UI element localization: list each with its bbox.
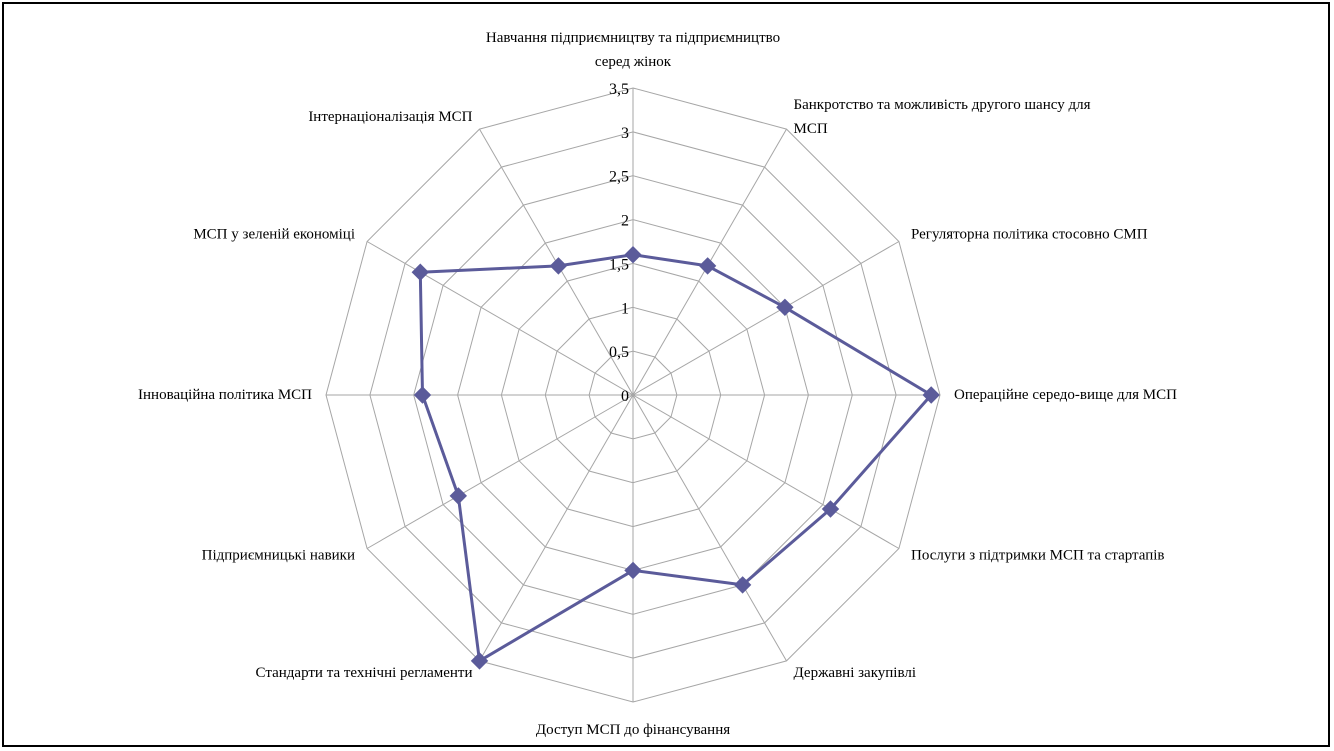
tick-label: 3 <box>621 125 629 142</box>
axis-label-line: серед жінок <box>595 54 672 70</box>
data-point-marker <box>449 487 468 505</box>
axis-label-line: Операційне середо-вище для МСП <box>954 387 1177 403</box>
axis-label-7: Стандарти та технічні регламенти <box>256 665 473 681</box>
tick-label: 0 <box>621 388 629 405</box>
data-point-marker <box>776 298 794 317</box>
data-point-marker <box>624 561 642 580</box>
data-point-marker <box>470 652 489 670</box>
axis-label-line: Стандарти та технічні регламенти <box>256 665 473 681</box>
axis-label-line: Послуги з підтримки МСП та стартапів <box>911 548 1165 564</box>
axis-label-2: Регуляторна політика стосовно СМП <box>911 227 1148 243</box>
tick-label: 2,5 <box>609 169 629 186</box>
data-point-marker <box>624 245 642 264</box>
grid-spoke-5 <box>632 394 787 662</box>
axis-label-9: Інноваційна політика МСП <box>138 387 312 403</box>
data-point-marker <box>411 263 430 281</box>
tick-label: 0,5 <box>609 344 629 361</box>
axis-label-line: Інноваційна політика МСП <box>138 387 312 403</box>
axis-label-0: Навчання підприємництву та підприємництв… <box>486 30 780 70</box>
data-point-marker <box>821 500 840 518</box>
grid-spoke-8 <box>366 394 634 549</box>
axis-label-line: Інтернаціоналізація МСП <box>308 109 472 125</box>
grid-spoke-2 <box>632 241 900 396</box>
data-point-marker <box>413 386 432 404</box>
data-point-marker <box>549 257 568 275</box>
tick-label: 2 <box>621 213 629 230</box>
axis-label-line: Доступ МСП до фінансування <box>536 722 730 738</box>
grid-spoke-10 <box>366 241 634 396</box>
data-point-marker <box>922 386 940 404</box>
series-layer <box>411 245 940 670</box>
axis-label-3: Операційне середо-вище для МСП <box>954 387 1177 403</box>
series-line <box>418 253 933 663</box>
axis-label-line: Банкротство та можливість другого шансу … <box>794 97 1091 113</box>
axis-label-10: МСП у зеленій економіці <box>193 227 355 243</box>
axis-label-line: Навчання підприємництву та підприємництв… <box>486 30 780 46</box>
grid-spoke-4 <box>632 394 900 549</box>
data-point-marker <box>733 576 752 594</box>
axis-label-line: Регуляторна політика стосовно СМП <box>911 227 1148 243</box>
axis-label-line: МСП у зеленій економіці <box>193 227 355 243</box>
axis-labels: Навчання підприємництву та підприємництв… <box>138 30 1177 738</box>
axis-label-4: Послуги з підтримки МСП та стартапів <box>911 548 1165 564</box>
axis-label-1: Банкротство та можливість другого шансу … <box>794 97 1091 137</box>
grid-spoke-7 <box>479 394 634 662</box>
axis-label-5: Державні закупівлі <box>794 665 917 681</box>
tick-label: 3,5 <box>609 81 629 98</box>
axis-label-8: Підприємницькі навики <box>202 548 355 564</box>
axis-label-line: Державні закупівлі <box>794 665 917 681</box>
axis-label-line: Підприємницькі навики <box>202 548 355 564</box>
radial-tick-labels: 0 0,5 1 1,5 2 2,5 3 3,5 <box>609 81 629 405</box>
axis-label-6: Доступ МСП до фінансування <box>536 722 730 738</box>
axis-label-11: Інтернаціоналізація МСП <box>308 109 472 125</box>
axis-label-line: МСП <box>794 121 828 137</box>
tick-label: 1 <box>621 300 629 317</box>
tick-label: 1,5 <box>609 256 629 273</box>
data-point-marker <box>698 257 717 275</box>
